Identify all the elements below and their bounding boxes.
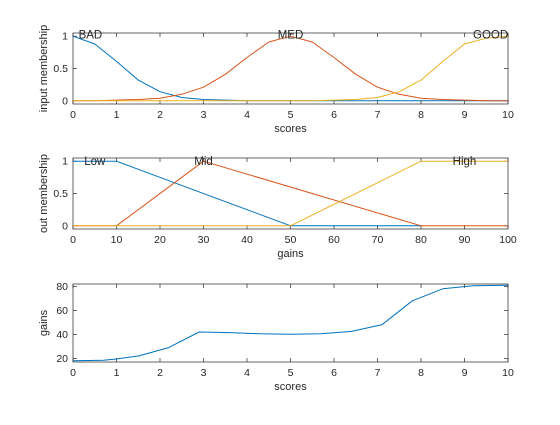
x-axis-label: scores [274, 123, 307, 135]
series-label-low: Low [84, 156, 106, 168]
y-tick-label: 0 [62, 95, 68, 107]
x-tick-label: 100 [499, 234, 517, 246]
series-label-good: GOOD [473, 29, 508, 41]
x-tick-label: 6 [331, 109, 337, 121]
x-tick-label: 9 [462, 367, 468, 379]
series-label-med: MED [278, 29, 304, 41]
x-tick-label: 4 [244, 109, 250, 121]
x-tick-label: 8 [418, 367, 424, 379]
y-tick-label: 1 [62, 156, 68, 168]
x-tick-label: 2 [157, 109, 163, 121]
y-tick-label: 80 [56, 281, 68, 293]
x-tick-label: 9 [462, 109, 468, 121]
plot-area [72, 32, 509, 105]
x-tick-label: 10 [111, 234, 123, 246]
x-tick-label: 1 [114, 367, 120, 379]
series-line-low [73, 160, 421, 227]
x-tick-label: 8 [418, 109, 424, 121]
x-tick-label: 30 [198, 234, 210, 246]
x-tick-label: 7 [375, 367, 381, 379]
x-tick-label: 80 [415, 234, 427, 246]
series-line-med [73, 35, 508, 102]
plot-area [72, 283, 509, 363]
x-tick-label: 7 [375, 109, 381, 121]
series-line-1 [72, 284, 509, 362]
x-tick-label: 50 [285, 234, 297, 246]
chart-panel-3: 0 1 2 3 4 5 6 7 8 9 10 20 40 60 80 scores gains [38, 281, 514, 393]
x-axis-label: scores [274, 381, 307, 393]
x-tick-label: 2 [157, 367, 163, 379]
x-tick-label: 3 [201, 367, 207, 379]
x-tick-label: 0 [70, 109, 76, 121]
plot-area [72, 157, 509, 230]
series-line-high [73, 160, 508, 227]
x-tick-label: 20 [154, 234, 166, 246]
x-tick-label: 4 [244, 367, 250, 379]
series-line-good [73, 35, 509, 102]
y-axis-label: gains [38, 309, 50, 336]
x-tick-label: 5 [288, 367, 294, 379]
x-tick-label: 3 [201, 109, 207, 121]
y-axis-label: input membership [38, 25, 50, 112]
y-axis-label: out membership [38, 154, 50, 233]
x-axis-label: gains [277, 248, 304, 260]
y-tick-label: 1 [62, 31, 68, 43]
x-tick-label: 0 [70, 234, 76, 246]
chart-panel-1: 0 1 2 3 4 5 6 7 8 9 10 0 0.5 1 scores input membership B… [38, 25, 514, 135]
x-tick-label: 70 [372, 234, 384, 246]
y-tick-label: 0.5 [53, 63, 68, 75]
x-tick-label: 6 [331, 367, 337, 379]
series-label-mid: Mid [194, 156, 213, 168]
chart-panel-2: 0 10 20 30 40 50 60 70 80 90 100 0 0.5 1 gains out memb… [38, 154, 517, 260]
series-label-bad: BAD [79, 29, 103, 41]
y-tick-label: 0.5 [53, 188, 68, 200]
series-label-high: High [453, 156, 477, 168]
y-tick-label: 60 [56, 305, 68, 317]
x-tick-label: 40 [241, 234, 253, 246]
x-tick-label: 10 [502, 367, 514, 379]
x-tick-label: 5 [288, 109, 294, 121]
x-tick-label: 10 [502, 109, 514, 121]
x-tick-label: 90 [459, 234, 471, 246]
y-tick-label: 40 [56, 329, 68, 341]
x-tick-label: 60 [328, 234, 340, 246]
x-tick-label: 1 [114, 109, 120, 121]
y-tick-label: 20 [56, 353, 68, 365]
x-tick-label: 0 [70, 367, 76, 379]
y-tick-label: 0 [62, 220, 68, 232]
